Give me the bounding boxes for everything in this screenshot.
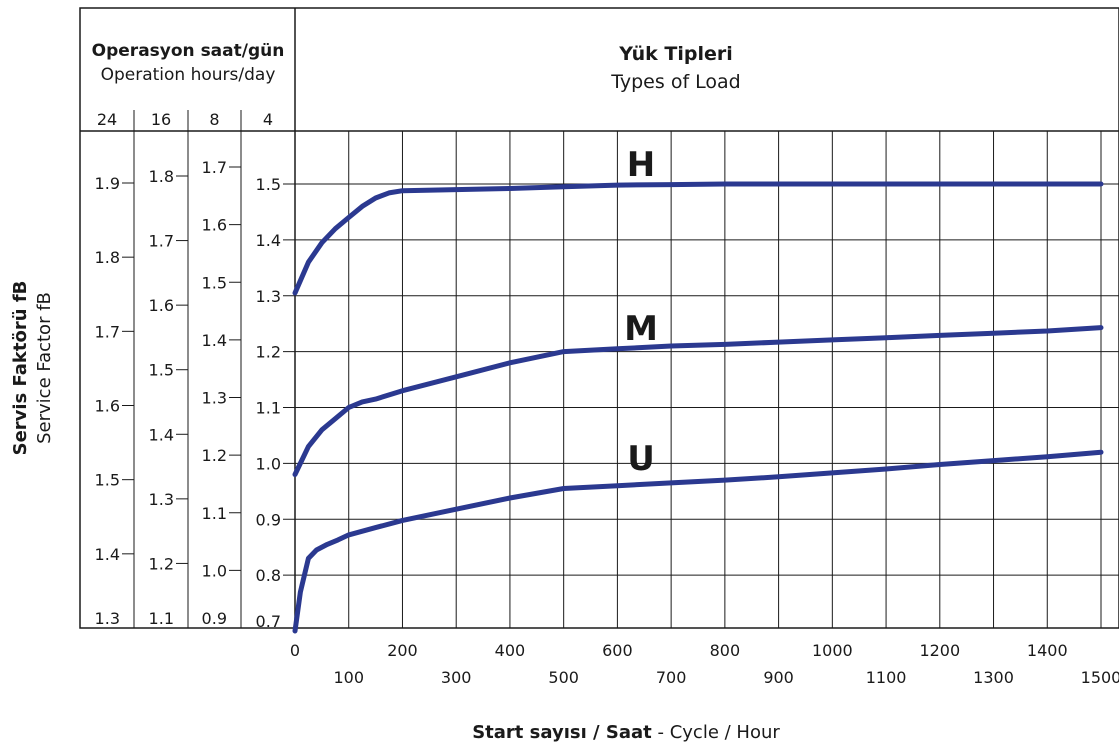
x-tick-label: 500 xyxy=(548,668,579,687)
outer-border xyxy=(79,7,1119,629)
x-tick-label: 1100 xyxy=(866,668,907,687)
hours-tick-label: 1.5 xyxy=(149,361,174,380)
x-tick-label: 1400 xyxy=(1027,641,1068,660)
x-axis-title: Start sayısı / Saat - Cycle / Hour xyxy=(472,722,780,743)
curve-label-H: H xyxy=(627,145,655,185)
hours-tick-label: 0.9 xyxy=(256,510,281,529)
hours-tick-label: 1.5 xyxy=(256,175,281,194)
hours-scales: 24 1.3 1.4 1.5 1.6 1.7 1.8 1.9 16 1.1 1.2 1.3 1.4 1.5… xyxy=(95,110,295,631)
hours-tick-label: 1.1 xyxy=(202,504,227,523)
curve-M xyxy=(292,325,1104,477)
y-axis-title: Service Factor fB xyxy=(34,292,55,444)
hours-tick-label: 1.5 xyxy=(202,273,227,292)
load-types-title-bold: Yük Tipleri xyxy=(618,43,733,65)
curve-label-U: U xyxy=(627,439,655,479)
x-tick-label: 200 xyxy=(387,641,418,660)
hours-header-4: 4 xyxy=(263,110,273,129)
hours-tick-label: 1.0 xyxy=(202,561,227,580)
hours-tick-label: 1.8 xyxy=(95,248,120,267)
hours-tick-label: 1.6 xyxy=(149,296,174,315)
x-tick-label: 600 xyxy=(602,641,633,660)
x-tick-label: 700 xyxy=(656,668,687,687)
hours-tick-label: 1.1 xyxy=(256,399,281,418)
hours-tick-label: 1.8 xyxy=(149,167,174,186)
hours-tick-label: 0.7 xyxy=(256,612,281,631)
x-tick-label: 400 xyxy=(495,641,526,660)
hours-tick-label: 1.7 xyxy=(149,232,174,251)
hours-tick-label: 1.6 xyxy=(202,216,227,235)
x-tick-label: 300 xyxy=(441,668,472,687)
hours-tick-label: 1.5 xyxy=(95,471,120,490)
hours-tick-label: 1.7 xyxy=(95,322,120,341)
chart-frame xyxy=(79,7,1119,629)
x-axis-title-bold: Start sayısı / Saat xyxy=(472,722,652,743)
x-tick-label: 100 xyxy=(333,668,364,687)
hours-tick-label: 1.3 xyxy=(95,609,120,628)
hours-tick-label: 1.2 xyxy=(202,446,227,465)
plot-grid xyxy=(295,131,1119,628)
x-tick-label: 1000 xyxy=(812,641,853,660)
hours-tick-label: 0.8 xyxy=(256,566,281,585)
x-tick-label: 0 xyxy=(290,641,300,660)
x-axis-title-light: Cycle / Hour xyxy=(670,722,781,743)
curve-label-M: M xyxy=(624,309,658,349)
hours-tick-label: 1.9 xyxy=(95,174,120,193)
hours-tick-label: 1.3 xyxy=(256,287,281,306)
hours-tick-label: 1.3 xyxy=(149,490,174,509)
load-curves: H M U xyxy=(292,145,1104,634)
curve-H xyxy=(292,181,1104,296)
hours-tick-label: 1.2 xyxy=(149,554,174,573)
curve-U xyxy=(292,449,1104,634)
x-axis-ticks: 0 200 400 600 800 1000 1200 1400 100 300 500 700 900… xyxy=(290,641,1119,687)
x-tick-label: 1500 xyxy=(1081,668,1119,687)
x-tick-label: 1200 xyxy=(919,641,960,660)
hours-tick-label: 0.9 xyxy=(202,609,227,628)
y-axis-title-group: Servis Faktörü fB Service Factor fB xyxy=(10,281,55,456)
hours-tick-label: 1.1 xyxy=(149,609,174,628)
hours-title: Operation hours/day xyxy=(101,65,276,85)
hours-header-16: 16 xyxy=(151,110,171,129)
hours-header-8: 8 xyxy=(209,110,219,129)
x-tick-label: 800 xyxy=(710,641,741,660)
hours-tick-label: 1.7 xyxy=(202,158,227,177)
load-types-title: Types of Load xyxy=(610,71,741,93)
hours-tick-label: 1.6 xyxy=(95,397,120,416)
x-tick-label: 1300 xyxy=(973,668,1014,687)
hours-tick-label: 1.4 xyxy=(95,545,120,564)
x-tick-label: 900 xyxy=(763,668,794,687)
hours-tick-label: 1.0 xyxy=(256,454,281,473)
y-axis-title-bold: Servis Faktörü fB xyxy=(10,281,31,456)
hours-title-bold: Operasyon saat/gün xyxy=(92,41,285,61)
hours-tick-label: 1.4 xyxy=(149,425,174,444)
hours-header-24: 24 xyxy=(97,110,117,129)
hours-tick-label: 1.2 xyxy=(256,343,281,362)
x-axis-title-sep: - xyxy=(652,722,670,743)
hours-tick-label: 1.4 xyxy=(256,231,281,250)
hours-tick-label: 1.4 xyxy=(202,331,227,350)
hours-tick-label: 1.3 xyxy=(202,389,227,408)
